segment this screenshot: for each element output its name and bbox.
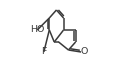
Text: F: F <box>41 47 46 57</box>
Text: O: O <box>80 47 88 57</box>
Text: HO: HO <box>30 26 44 34</box>
